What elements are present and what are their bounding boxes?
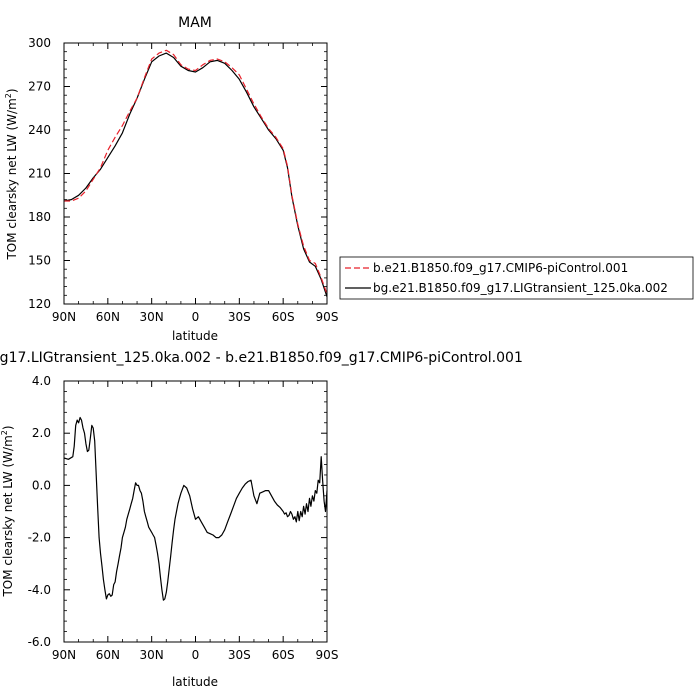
bottom-x-tick-label: 0 bbox=[192, 648, 200, 662]
top-x-tick-label: 30N bbox=[140, 310, 164, 324]
top-y-tick-label: 150 bbox=[28, 254, 51, 268]
bottom-series-line-0 bbox=[63, 416, 328, 601]
top-x-tick-label: 60S bbox=[272, 310, 295, 324]
bottom-y-tick-label: 2.0 bbox=[32, 426, 51, 440]
bottom-y-tick-label: 0.0 bbox=[32, 478, 51, 492]
top-y-tick-label: 210 bbox=[28, 167, 51, 181]
legend-label-lig-transient: bg.e21.B1850.f09_g17.LIGtransient_125.0k… bbox=[373, 281, 668, 295]
top-plot-frame bbox=[63, 42, 328, 305]
legend-label-pi-control: b.e21.B1850.f09_g17.CMIP6-piControl.001 bbox=[373, 261, 628, 275]
top-y-tick-label: 270 bbox=[28, 80, 51, 94]
bottom-plot-frame bbox=[63, 380, 328, 643]
bottom-x-tick-label: 60S bbox=[272, 648, 295, 662]
top-x-tick-label: 0 bbox=[192, 310, 200, 324]
top-y-tick-label: 300 bbox=[28, 36, 51, 50]
panel-top: MAM 90N 60N 30N 0 30S 60S 90S 120 150 180 210 240 2… bbox=[4, 15, 338, 343]
panel-bottom: bg.e21.B1850.f09_g17.LIGtransient_125.0k… bbox=[0, 350, 523, 689]
bottom-x-tick-label: 90S bbox=[316, 648, 339, 662]
bottom-x-tick-label: 30N bbox=[140, 648, 164, 662]
top-x-tick-label: 90N bbox=[52, 310, 76, 324]
legend-box bbox=[339, 256, 694, 300]
bottom-y-axis-label: TOM clearsky net LW (W/m2) bbox=[0, 425, 15, 597]
legend: b.e21.B1850.f09_g17.CMIP6-piControl.001 … bbox=[339, 256, 694, 300]
bottom-y-tick-label: -4.0 bbox=[28, 583, 51, 597]
top-y-axis-label: TOM clearsky net LW (W/m2) bbox=[4, 88, 19, 260]
top-x-axis-label: latitude bbox=[172, 329, 218, 343]
top-y-tick-label: 240 bbox=[28, 123, 51, 137]
top-y-tick-label: 120 bbox=[28, 297, 51, 311]
top-y-tick-label: 180 bbox=[28, 210, 51, 224]
bottom-x-tick-label: 30S bbox=[228, 648, 251, 662]
top-series-line-0 bbox=[64, 49, 328, 295]
top-x-tick-label: 60N bbox=[96, 310, 120, 324]
bottom-x-tick-label: 90N bbox=[52, 648, 76, 662]
bottom-x-tick-label: 60N bbox=[96, 648, 120, 662]
top-x-tick-label: 90S bbox=[316, 310, 339, 324]
bottom-x-axis-label: latitude bbox=[172, 675, 218, 689]
bottom-y-tick-label: 4.0 bbox=[32, 374, 51, 388]
top-x-tick-label: 30S bbox=[228, 310, 251, 324]
bottom-y-tick-label: -6.0 bbox=[28, 635, 51, 649]
bottom-y-tick-label: -2.0 bbox=[28, 531, 51, 545]
top-chart-title: MAM bbox=[178, 15, 212, 31]
top-series-line-1 bbox=[63, 52, 328, 297]
bottom-chart-title: bg.e21.B1850.f09_g17.LIGtransient_125.0k… bbox=[0, 350, 523, 366]
